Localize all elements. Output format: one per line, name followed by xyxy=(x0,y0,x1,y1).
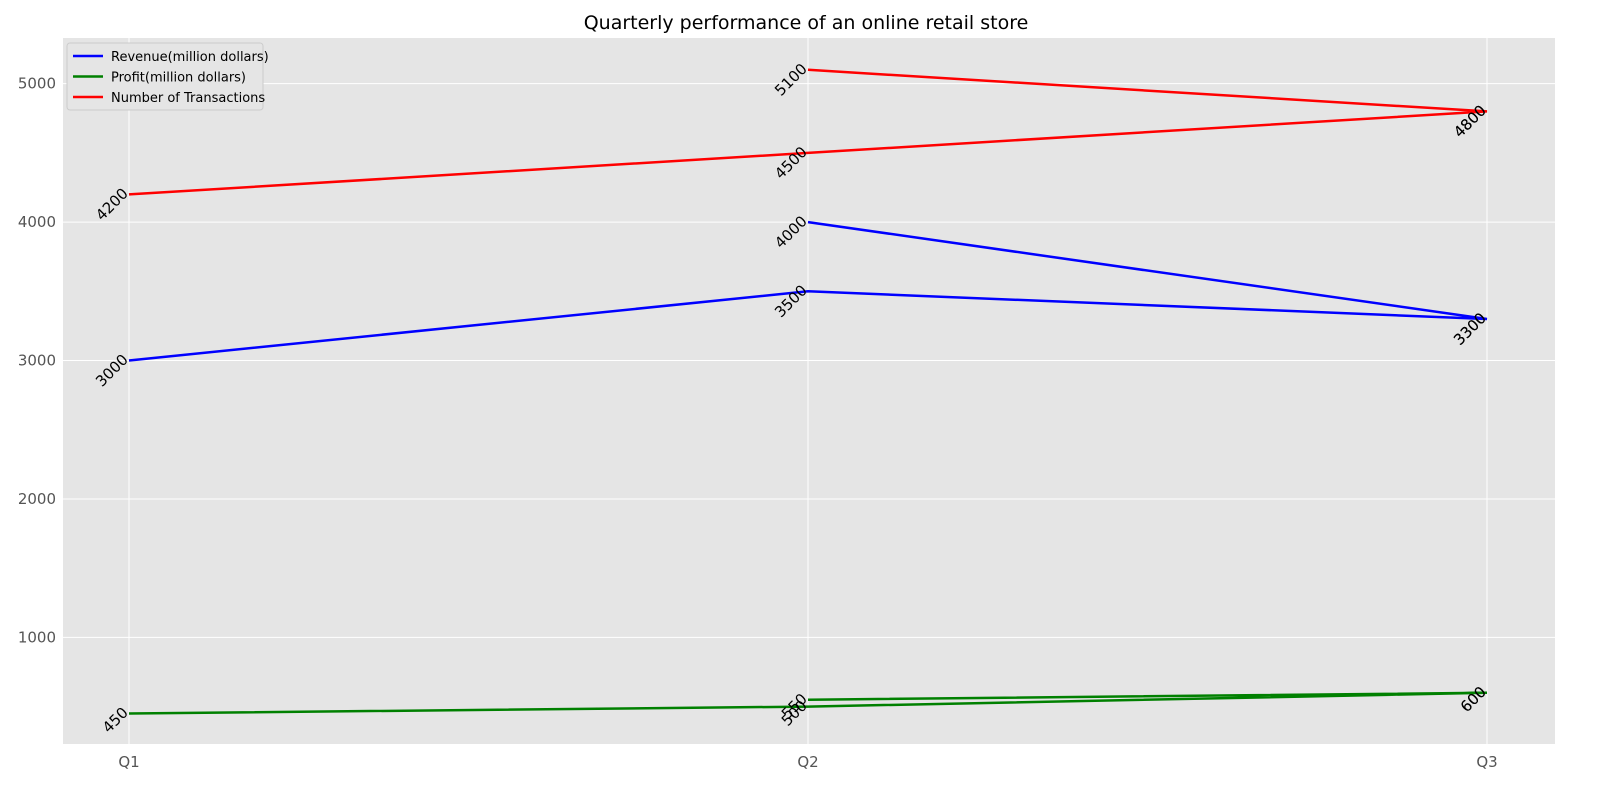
y-tick-label: 3000 xyxy=(18,352,56,370)
x-tick-label: Q3 xyxy=(1476,753,1497,771)
legend: Revenue(million dollars) Profit(million d… xyxy=(66,42,269,111)
y-tick-label: 2000 xyxy=(18,490,56,508)
x-tick-label: Q1 xyxy=(118,753,139,771)
series-lines xyxy=(128,68,1488,715)
series-line xyxy=(128,220,1488,362)
axis-ticks: 1000 2000 3000 4000 5000 Q1 Q2 Q3 xyxy=(18,75,1498,771)
chart-title: Quarterly performance of an online retai… xyxy=(584,12,1029,34)
grid xyxy=(63,38,1555,744)
y-tick-label: 5000 xyxy=(18,75,56,93)
series-line xyxy=(128,68,1488,196)
series-line xyxy=(128,691,1488,715)
plot-area xyxy=(63,38,1555,744)
legend-entry: Profit(million dollars) xyxy=(111,71,246,86)
y-tick-label: 1000 xyxy=(18,628,56,646)
legend-box xyxy=(66,42,264,111)
x-tick-label: Q2 xyxy=(797,753,818,771)
legend-entry: Number of Transactions xyxy=(111,91,265,106)
legend-entry: Revenue(million dollars) xyxy=(111,50,269,65)
y-tick-label: 4000 xyxy=(18,213,56,231)
